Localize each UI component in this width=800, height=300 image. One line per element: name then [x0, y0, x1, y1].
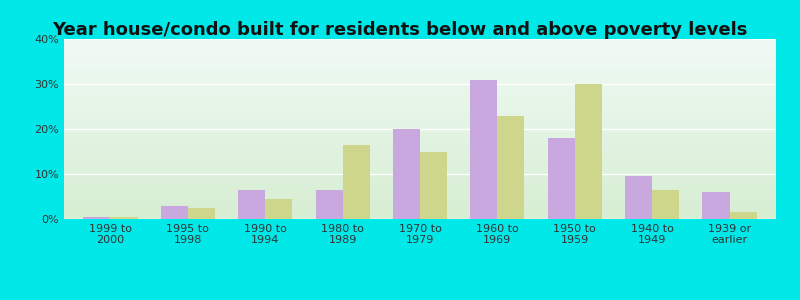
Bar: [188, 208, 215, 219]
Bar: [730, 212, 757, 219]
Bar: [342, 145, 370, 219]
Bar: [652, 190, 679, 219]
Bar: [315, 190, 342, 219]
Bar: [393, 129, 420, 219]
Bar: [702, 192, 730, 219]
Bar: [83, 217, 110, 219]
Bar: [238, 190, 266, 219]
Bar: [498, 116, 525, 219]
Bar: [574, 84, 602, 219]
Text: Year house/condo built for residents below and above poverty levels: Year house/condo built for residents bel…: [52, 21, 748, 39]
Bar: [625, 176, 652, 219]
Bar: [420, 152, 447, 219]
Bar: [548, 138, 574, 219]
Bar: [470, 80, 498, 219]
Bar: [110, 217, 138, 219]
Bar: [161, 206, 188, 219]
Bar: [266, 199, 292, 219]
